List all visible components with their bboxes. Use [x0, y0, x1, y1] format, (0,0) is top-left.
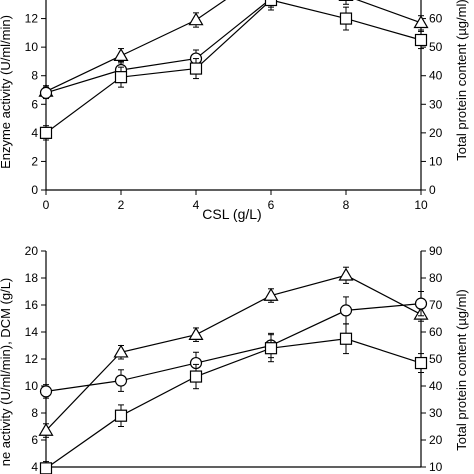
- top-left-tick-label: 0: [31, 183, 38, 197]
- bottom-ylabel-right: Total protein content (µg/ml): [454, 289, 469, 450]
- bottom-point-square: [414, 356, 428, 370]
- top-right-tick-label: 20: [429, 126, 443, 140]
- bottom-right-tick-label: 90: [429, 244, 443, 258]
- bottom-series-square-line: [45, 338, 422, 469]
- bottom-left-tick-label: 8: [31, 406, 38, 420]
- bottom-series-circle-line: [45, 303, 422, 392]
- top-x-tick-label: 6: [268, 198, 275, 212]
- top-x-tick-label: 2: [118, 198, 125, 212]
- top-ylabel-right: Total protein content (µg/ml): [454, 0, 469, 161]
- top-left-tick-label: 2: [31, 154, 38, 168]
- top-point-square: [339, 12, 353, 25]
- bottom-left-tick-label: 18: [25, 271, 39, 285]
- bottom-right-tick-label: 40: [429, 379, 443, 393]
- top-series-circle-line: [45, 0, 271, 94]
- chart-top: CSL (g/L) Enzyme activity (U/ml/min) Tot…: [0, 0, 469, 222]
- bottom-point-square: [39, 462, 53, 474]
- bottom-right-tick-label: 60: [429, 325, 443, 339]
- bottom-point-triangle: [263, 287, 279, 301]
- bottom-point-triangle: [188, 327, 204, 340]
- top-point-square: [414, 33, 428, 47]
- bottom-left-tick-label: 12: [25, 352, 39, 366]
- top-right-tick-label: 60: [429, 12, 443, 26]
- top-left-tick-label: 6: [31, 97, 38, 111]
- chart-bottom: ne activity (U/ml/min), DCM (g/L) Total …: [0, 244, 469, 474]
- top-series-triangle-line: [45, 0, 422, 92]
- bottom-right-tick-label: 10: [429, 460, 443, 474]
- top-point-square: [39, 126, 53, 139]
- top-right-tick-label: 40: [429, 69, 443, 83]
- top-left-tick-label: 8: [31, 69, 38, 83]
- top-xlabel: CSL (g/L): [202, 206, 261, 222]
- bottom-point-square: [339, 332, 353, 345]
- bottom-point-triangle: [338, 267, 354, 281]
- bottom-left-tick-label: 4: [31, 460, 38, 474]
- bottom-series-triangle-line: [45, 274, 422, 431]
- top-point-square: [114, 71, 128, 84]
- bottom-point-circle: [339, 304, 353, 317]
- top-right-tick-label: 0: [429, 183, 436, 197]
- top-left-tick-label: 12: [25, 12, 39, 26]
- bottom-right-tick-label: 30: [429, 406, 443, 420]
- top-ylabel-left: Enzyme activity (U/ml/min): [0, 15, 13, 169]
- bottom-right-tick-label: 20: [429, 433, 443, 447]
- top-right-tick-label: 30: [429, 97, 443, 111]
- bottom-left-tick-label: 14: [25, 325, 39, 339]
- bottom-point-circle: [114, 374, 128, 387]
- bottom-right-tick-label: 80: [429, 271, 443, 285]
- top-x-tick-label: 4: [193, 198, 200, 212]
- bottom-point-square: [114, 409, 128, 422]
- top-left-tick-label: 4: [31, 126, 38, 140]
- top-right-tick-label: 10: [429, 154, 443, 168]
- bottom-right-tick-label: 70: [429, 298, 443, 312]
- top-point-triangle: [113, 48, 129, 61]
- top-left-tick-label: 10: [25, 40, 39, 54]
- bottom-point-square: [264, 342, 278, 355]
- top-point-triangle: [188, 12, 204, 26]
- bottom-left-tick-label: 6: [31, 433, 38, 447]
- bottom-left-tick-label: 16: [25, 298, 39, 312]
- top-right-tick-label: 50: [429, 40, 443, 54]
- bottom-point-triangle: [38, 422, 54, 436]
- top-point-square: [189, 62, 203, 75]
- bottom-left-tick-label: 10: [25, 379, 39, 393]
- bottom-point-circle: [39, 385, 53, 398]
- top-point-square: [264, 0, 278, 7]
- top-point-circle: [39, 86, 53, 99]
- top-series-square-line: [45, 0, 422, 134]
- bottom-point-triangle: [113, 344, 129, 358]
- top-x-tick-label: 8: [343, 198, 350, 212]
- bottom-point-circle: [414, 297, 428, 310]
- top-x-tick-label: 0: [43, 198, 50, 212]
- top-x-tick-label: 10: [414, 198, 428, 212]
- bottom-point-square: [189, 370, 203, 383]
- bottom-right-tick-label: 50: [429, 352, 443, 366]
- top-point-triangle: [413, 15, 429, 29]
- bottom-ylabel-left: ne activity (U/ml/min), DCM (g/L): [0, 278, 13, 467]
- bottom-left-tick-label: 20: [25, 244, 39, 258]
